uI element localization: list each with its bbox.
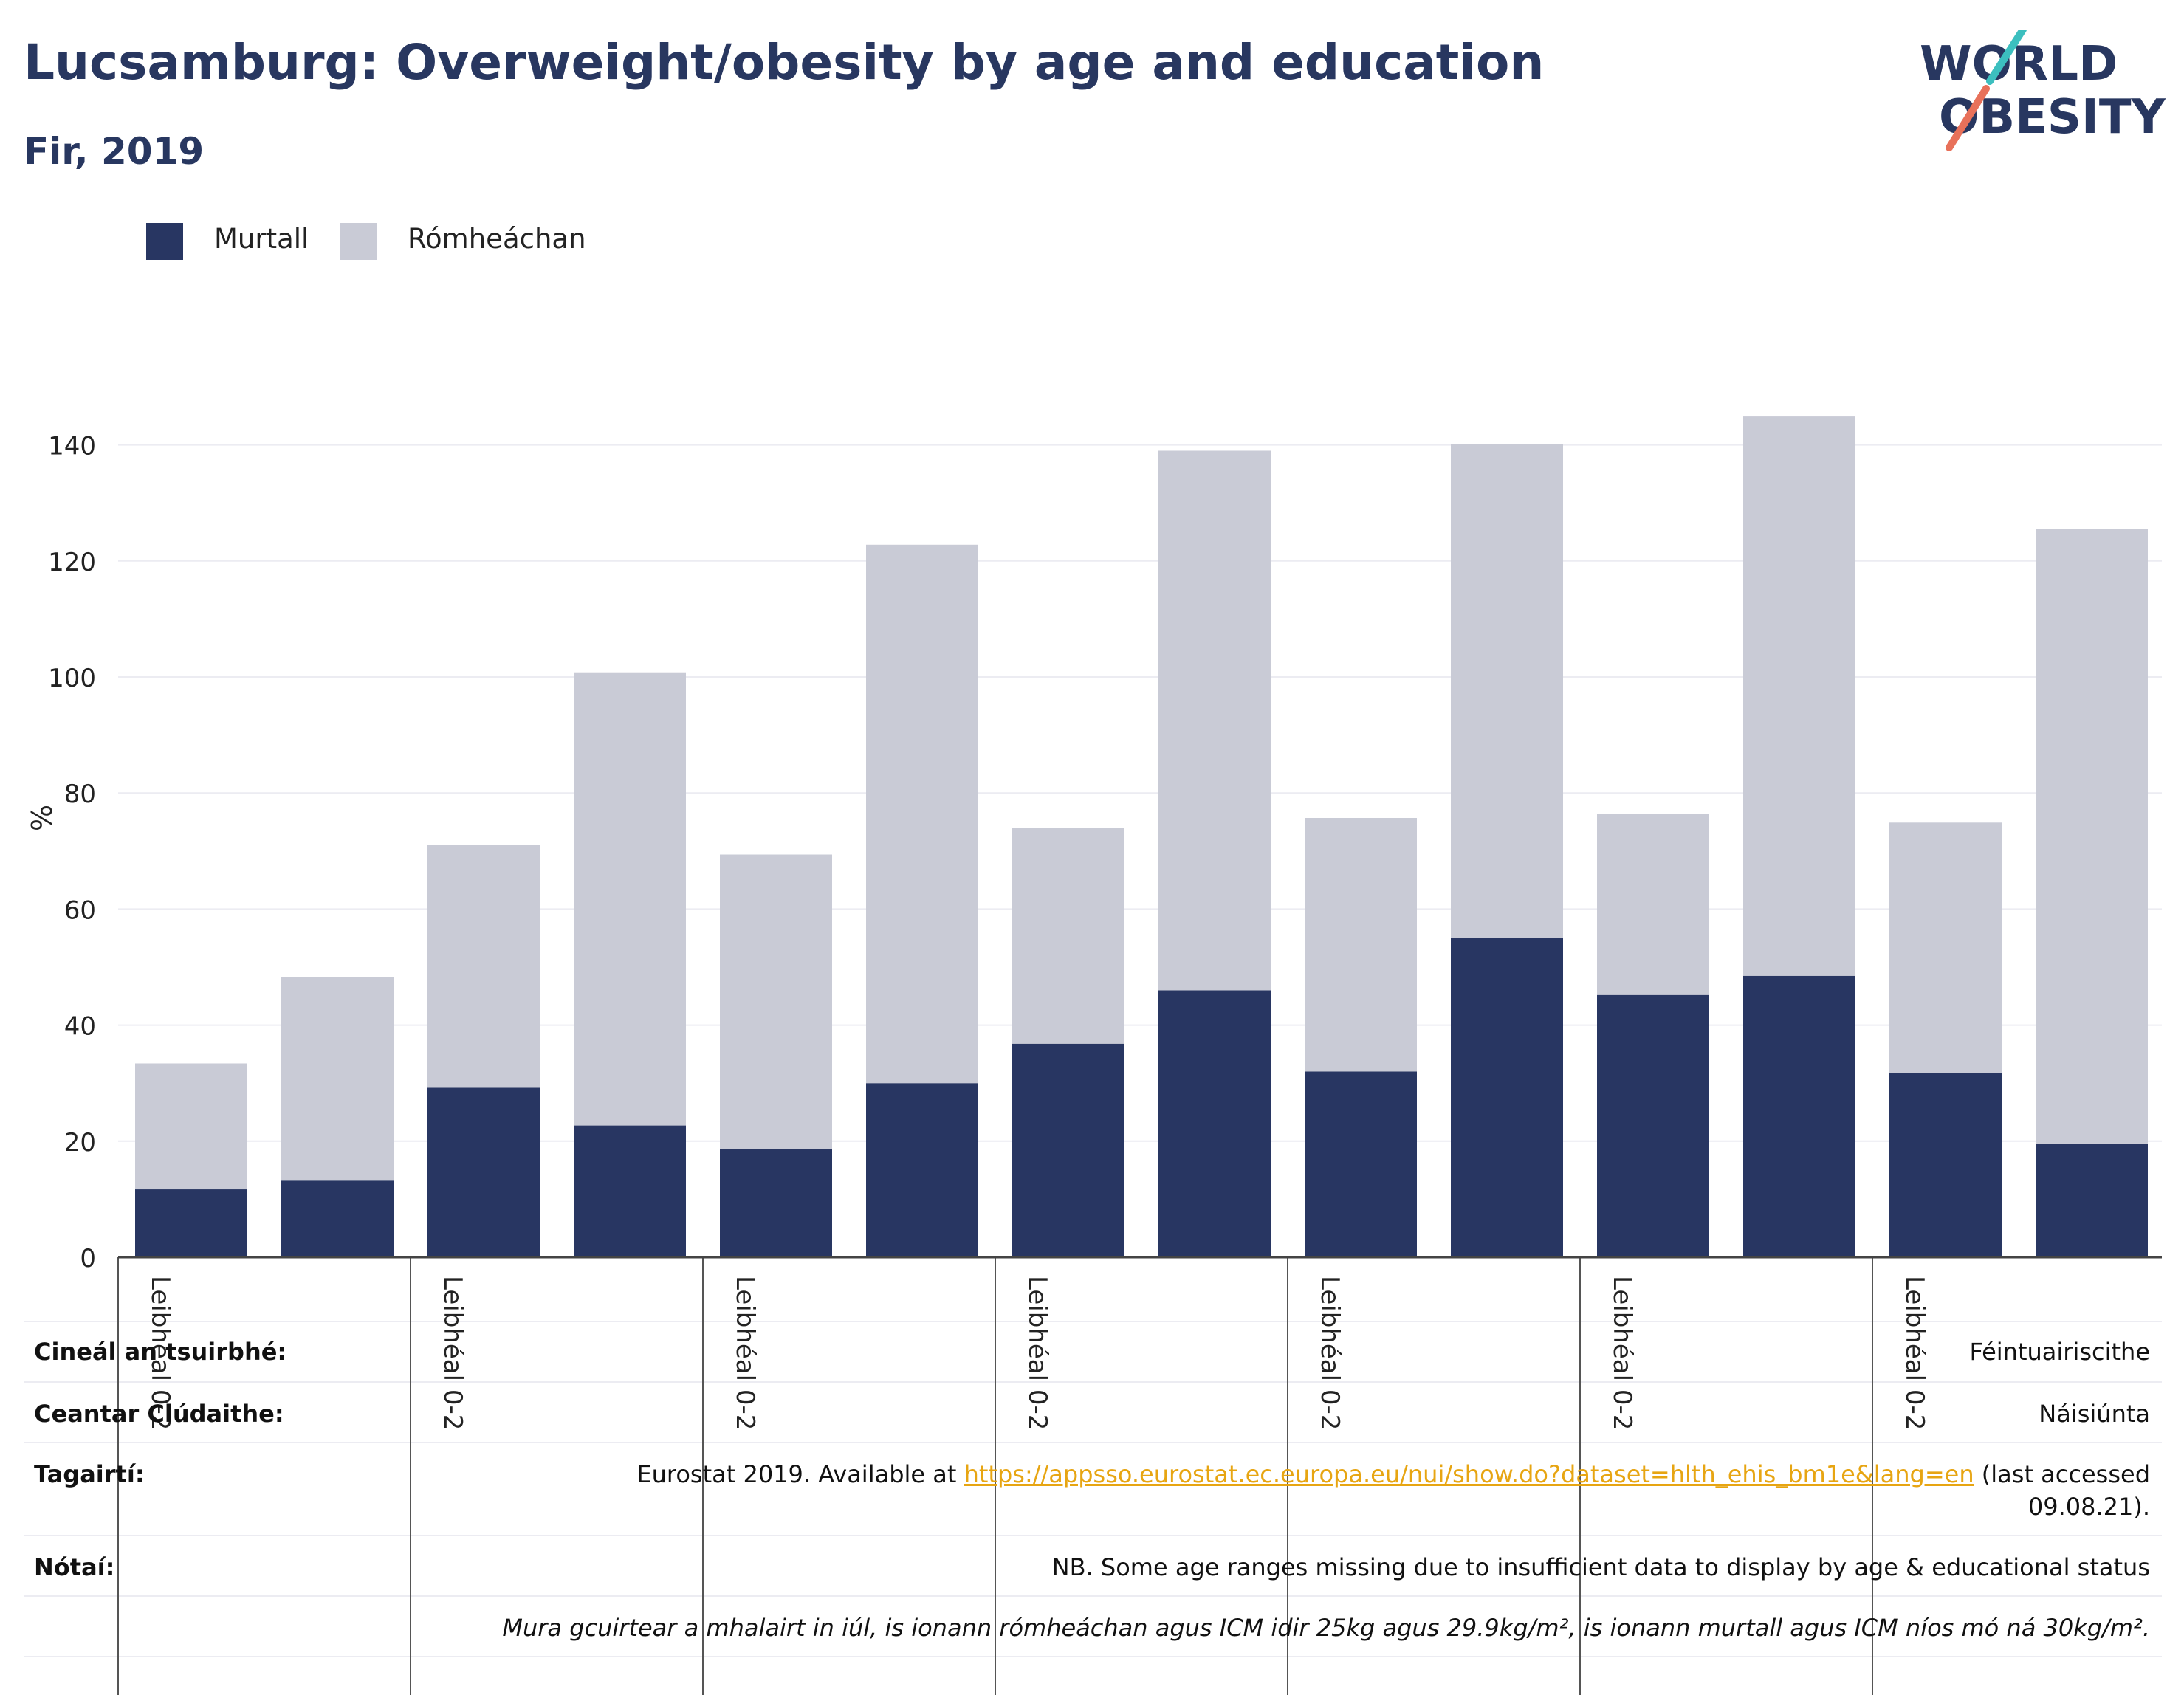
y-tick-label: 140 bbox=[48, 432, 96, 461]
y-tick-label: 120 bbox=[48, 548, 96, 577]
references-value: Eurostat 2019. Available at https://apps… bbox=[636, 1460, 2150, 1488]
notes-label: Nótaí: bbox=[34, 1553, 115, 1581]
bar-obese bbox=[1158, 990, 1271, 1257]
chart-title: Lucsamburg: Overweight/obesity by age an… bbox=[24, 34, 1545, 91]
bar-overweight bbox=[866, 544, 978, 1084]
definition-note: Mura gcuirtear a mhalairt in iúl, is ion… bbox=[502, 1614, 2150, 1642]
references-link[interactable]: https://appsso.eurostat.ec.europa.eu/nui… bbox=[964, 1460, 1974, 1488]
bar-obese bbox=[1597, 994, 1709, 1257]
x-tick-label: Leibhéal 0-2 bbox=[1315, 1276, 1345, 1430]
references-label: Tagairtí: bbox=[34, 1460, 145, 1488]
bar-obese bbox=[1889, 1073, 2002, 1257]
logo-text-world: WORLD bbox=[1920, 37, 2118, 92]
bar-overweight bbox=[1012, 828, 1124, 1044]
bar-obese bbox=[1012, 1043, 1124, 1257]
x-tick-label: Leibhéal 0-2 bbox=[730, 1276, 760, 1430]
x-tick-label: Leibhéal 0-2 bbox=[1607, 1276, 1637, 1430]
bar-obese bbox=[720, 1149, 832, 1257]
legend-label-overweight: Rómheáchan bbox=[408, 223, 586, 255]
y-tick-label: 100 bbox=[48, 664, 96, 693]
y-tick-label: 80 bbox=[64, 780, 96, 809]
y-axis-label: % bbox=[26, 805, 58, 831]
chart-subtitle: Fir, 2019 bbox=[24, 130, 205, 173]
bar-obese bbox=[427, 1087, 540, 1257]
bar-overweight bbox=[1305, 817, 1417, 1072]
bar-obese bbox=[281, 1180, 394, 1257]
bar-obese bbox=[866, 1083, 978, 1257]
bar-overweight bbox=[281, 977, 394, 1181]
bar-overweight bbox=[427, 845, 540, 1088]
coverage-label: Ceantar Clúdaithe: bbox=[34, 1400, 284, 1428]
bar-overweight bbox=[135, 1063, 247, 1190]
legend-label-obese: Murtall bbox=[214, 223, 309, 255]
bar-overweight bbox=[1889, 822, 2002, 1073]
y-tick-label: 60 bbox=[64, 895, 96, 925]
survey-type-label: Cineál an tsuirbhé: bbox=[34, 1338, 287, 1366]
bar-obese bbox=[1743, 975, 1855, 1257]
bar-overweight bbox=[1597, 814, 1709, 995]
bar-obese bbox=[1451, 938, 1563, 1257]
bar-overweight bbox=[1451, 444, 1563, 938]
bar-overweight bbox=[1158, 450, 1271, 991]
bar-overweight bbox=[720, 854, 832, 1149]
coverage-value: Náisiúnta bbox=[2039, 1400, 2150, 1428]
bar-overweight bbox=[2036, 529, 2148, 1144]
x-tick-label: Leibhéal 0-2 bbox=[438, 1276, 467, 1430]
x-tick-label: Leibhéal 0-2 bbox=[1023, 1276, 1052, 1430]
y-tick-label: 40 bbox=[64, 1012, 96, 1042]
legend-swatch-obese bbox=[146, 223, 183, 260]
notes-value: NB. Some age ranges missing due to insuf… bbox=[1051, 1553, 2150, 1581]
bar-obese bbox=[1305, 1071, 1417, 1257]
y-tick-label: 20 bbox=[64, 1128, 96, 1158]
bar-obese bbox=[2036, 1143, 2148, 1257]
y-tick-label: 0 bbox=[80, 1244, 96, 1273]
world-obesity-logo: WORLD OBESITY bbox=[1920, 30, 2166, 151]
bar-obese bbox=[574, 1125, 686, 1257]
logo-slash-teal bbox=[1986, 30, 2027, 85]
bar-obese bbox=[135, 1189, 247, 1257]
x-tick-label: Leibhéal 0-2 bbox=[1900, 1276, 1929, 1430]
references-suffix: (last accessed bbox=[1974, 1460, 2150, 1488]
references-prefix: Eurostat 2019. Available at bbox=[636, 1460, 964, 1488]
bar-overweight bbox=[574, 672, 686, 1126]
x-tick-label: Leibhéal 0-2 bbox=[145, 1276, 175, 1430]
references-date: 09.08.21). bbox=[2027, 1493, 2150, 1521]
logo-slash-coral bbox=[1946, 85, 1990, 151]
survey-type-value: Féintuairiscithe bbox=[1969, 1338, 2150, 1366]
bar-overweight bbox=[1743, 416, 1855, 976]
legend-swatch-overweight bbox=[340, 223, 377, 260]
